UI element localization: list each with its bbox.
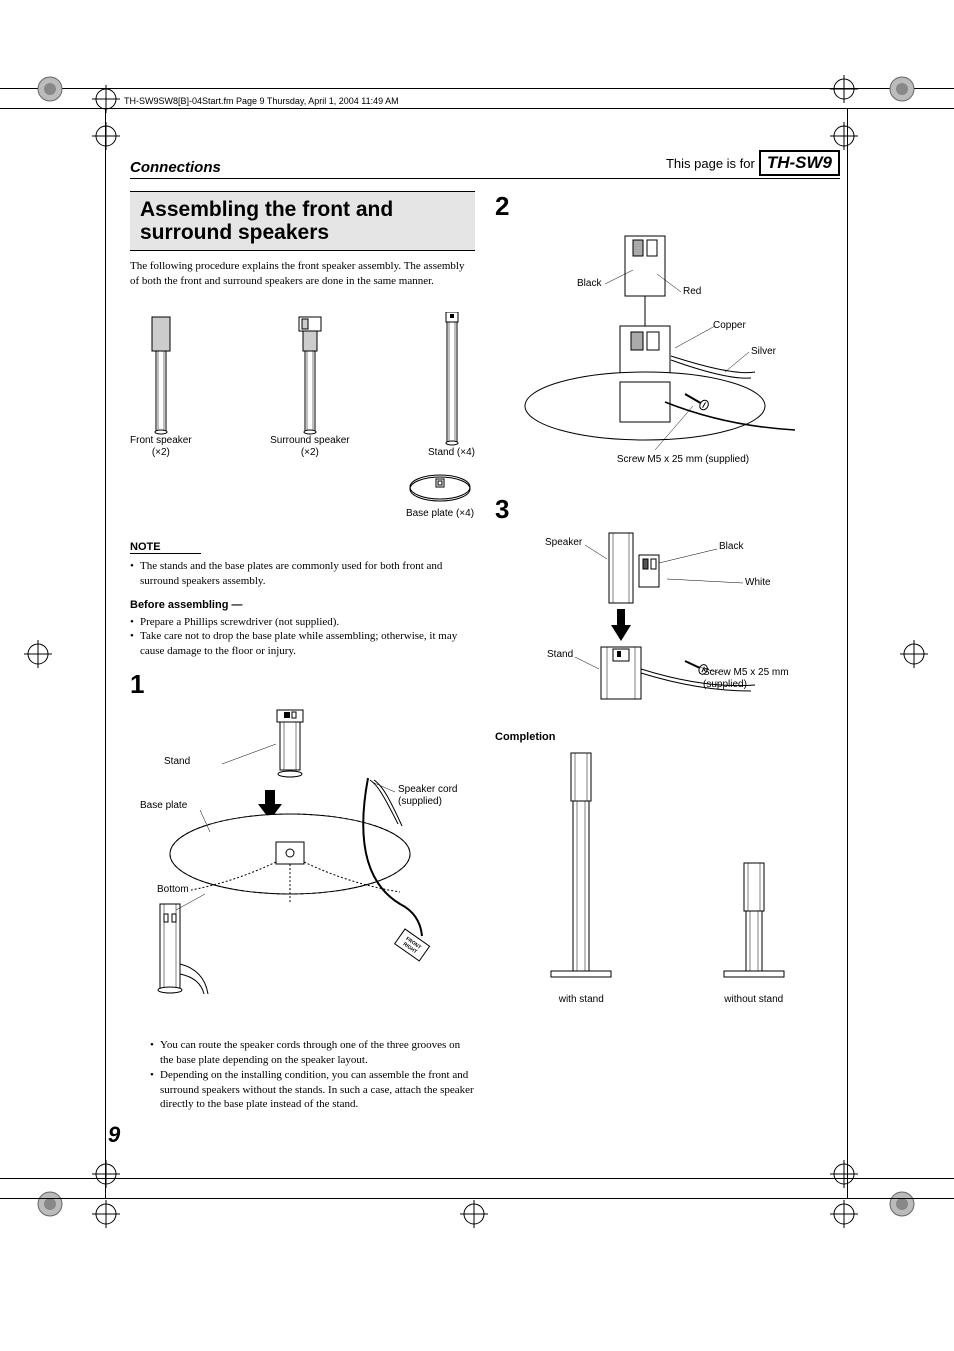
part-label: Surround speaker bbox=[270, 435, 350, 447]
note-item: The stands and the base plates are commo… bbox=[130, 559, 475, 589]
note-list: The stands and the base plates are commo… bbox=[130, 559, 475, 589]
crop-mark-icon bbox=[36, 1190, 64, 1218]
note-heading: NOTE bbox=[130, 541, 201, 554]
completion-label: with stand bbox=[541, 994, 621, 1005]
crop-guide bbox=[0, 1198, 954, 1199]
completion-without-stand: without stand bbox=[714, 861, 794, 1005]
section-title: Connections bbox=[130, 159, 221, 176]
front-speaker-icon bbox=[138, 315, 184, 435]
fig-label: Speaker cord (supplied) bbox=[398, 784, 468, 807]
before-item: Prepare a Phillips screwdriver (not supp… bbox=[130, 615, 475, 630]
page-content: Connections This page is for TH-SW9 Asse… bbox=[130, 150, 840, 1112]
fig-label: Stand bbox=[164, 756, 190, 768]
part-qty: (×2) bbox=[301, 447, 319, 459]
page-title: Assembling the front and surround speake… bbox=[140, 198, 465, 244]
fig-label: Stand bbox=[547, 649, 573, 661]
title-block: Assembling the front and surround speake… bbox=[130, 191, 475, 251]
intro-text: The following procedure explains the fro… bbox=[130, 259, 475, 289]
crop-mark-icon bbox=[92, 85, 120, 113]
step3-figure: Speaker Black White Stand Screw M5 x 25 … bbox=[495, 529, 840, 719]
part-label: Stand (×4) bbox=[428, 447, 475, 459]
fig-label: Bottom bbox=[155, 884, 191, 896]
step1-note: Depending on the installing condition, y… bbox=[150, 1068, 475, 1113]
fig-label: White bbox=[745, 577, 771, 589]
step2-figure: Black Red Copper Silver Screw M5 x 25 mm… bbox=[495, 226, 840, 486]
crop-mark-icon bbox=[830, 122, 858, 150]
left-column: Assembling the front and surround speake… bbox=[130, 191, 475, 1112]
crop-guide bbox=[847, 108, 848, 1198]
crop-mark-icon bbox=[92, 1160, 120, 1188]
parts-row: Front speaker (×2) Surround speaker (×2 bbox=[130, 299, 475, 459]
completion-label: without stand bbox=[714, 994, 794, 1005]
crop-mark-icon bbox=[24, 640, 52, 668]
crop-mark-icon bbox=[92, 1200, 120, 1228]
completion-with-stand: with stand bbox=[541, 751, 621, 1005]
page-number: 9 bbox=[108, 1122, 120, 1148]
crop-mark-icon bbox=[36, 75, 64, 103]
page-for-label: This page is for bbox=[666, 156, 755, 171]
step1-diagram: FRONT RIGHT bbox=[150, 704, 460, 1024]
base-plate-icon bbox=[405, 469, 475, 505]
fig-label: Copper bbox=[713, 320, 746, 332]
with-stand-icon bbox=[541, 751, 621, 991]
fig-label: Red bbox=[683, 286, 701, 298]
crop-mark-icon bbox=[900, 640, 928, 668]
part-label: Front speaker bbox=[130, 435, 192, 447]
part-surround-speaker: Surround speaker (×2) bbox=[270, 315, 350, 459]
fig-label: Screw M5 x 25 mm (supplied) bbox=[593, 454, 773, 466]
fig-label: Base plate bbox=[140, 800, 187, 812]
completion-row: with stand without stand bbox=[495, 751, 840, 1005]
stand-icon bbox=[429, 312, 475, 447]
step-number: 3 bbox=[495, 494, 840, 525]
crop-line bbox=[0, 88, 954, 89]
crop-mark-icon bbox=[830, 75, 858, 103]
page-for: This page is for TH-SW9 bbox=[666, 150, 840, 176]
crop-mark-icon bbox=[888, 75, 916, 103]
step-number: 1 bbox=[130, 669, 475, 700]
without-stand-icon bbox=[714, 861, 794, 991]
step1-notes: You can route the speaker cords through … bbox=[130, 1038, 475, 1112]
before-item: Take care not to drop the base plate whi… bbox=[130, 629, 475, 659]
crop-mark-icon bbox=[888, 1190, 916, 1218]
step-number: 2 bbox=[495, 191, 840, 222]
crop-guide bbox=[105, 108, 106, 1198]
before-list: Prepare a Phillips screwdriver (not supp… bbox=[130, 615, 475, 660]
crop-mark-icon bbox=[830, 1160, 858, 1188]
surround-speaker-icon bbox=[287, 315, 333, 435]
before-heading: Before assembling — bbox=[130, 599, 475, 611]
part-qty: (×2) bbox=[152, 447, 170, 459]
right-column: 2 bbox=[495, 191, 840, 1112]
crop-guide bbox=[0, 1178, 954, 1179]
crop-mark-icon bbox=[830, 1200, 858, 1228]
plate-row: Base plate (×4) bbox=[130, 469, 475, 519]
section-header: Connections This page is for TH-SW9 bbox=[130, 150, 840, 179]
crop-line bbox=[0, 108, 954, 109]
part-base-plate: Base plate (×4) bbox=[405, 469, 475, 519]
part-front-speaker: Front speaker (×2) bbox=[130, 315, 192, 459]
file-stamp: TH-SW9SW8[B]-04Start.fm Page 9 Thursday,… bbox=[124, 96, 399, 106]
fig-label: Screw M5 x 25 mm (supplied) bbox=[703, 667, 813, 690]
step2-diagram bbox=[495, 226, 835, 476]
crop-mark-icon bbox=[460, 1200, 488, 1228]
fig-label: Black bbox=[577, 278, 601, 290]
part-label: Base plate (×4) bbox=[405, 508, 475, 519]
part-stand: Stand (×4) bbox=[428, 312, 475, 459]
fig-label: Speaker bbox=[545, 537, 582, 549]
step1-figure: FRONT RIGHT bbox=[130, 704, 475, 1034]
fig-label: Black bbox=[719, 541, 743, 553]
completion-heading: Completion bbox=[495, 731, 840, 743]
crop-mark-icon bbox=[92, 122, 120, 150]
step1-note: You can route the speaker cords through … bbox=[150, 1038, 475, 1068]
model-box: TH-SW9 bbox=[759, 150, 840, 176]
fig-label: Silver bbox=[751, 346, 776, 358]
